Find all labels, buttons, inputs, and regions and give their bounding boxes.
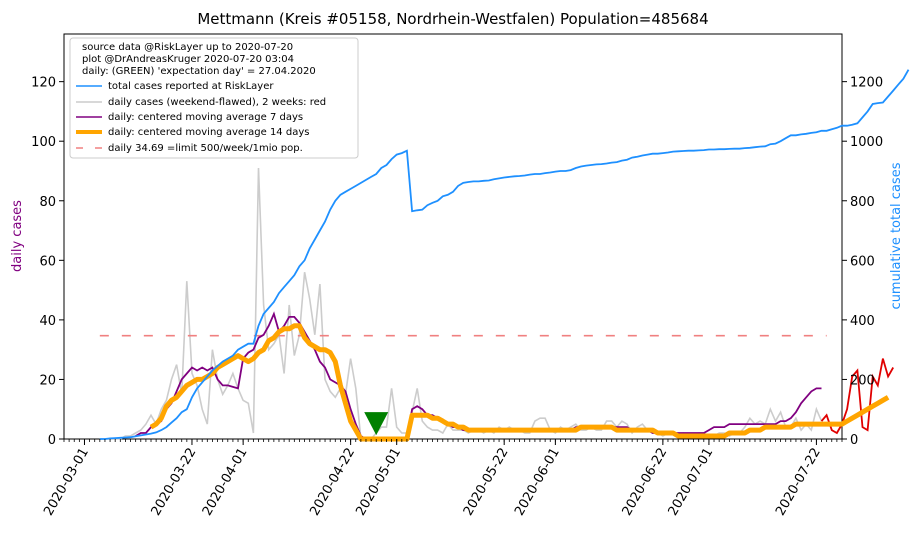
legend-header-line-3: daily: (GREEN) 'expectation day' = 27.04…: [82, 66, 316, 77]
series-ma14: [149, 323, 890, 442]
y-right-tick-label: 200: [850, 373, 875, 388]
legend-header-line-1: source data @RiskLayer up to 2020-07-20: [82, 42, 293, 53]
legend: source data @RiskLayer up to 2020-07-20 …: [69, 37, 359, 159]
legend-label-daily: daily cases (weekend-flawed), 2 weeks: r…: [108, 97, 326, 108]
y-right-tick-label: 1200: [850, 76, 883, 91]
legend-label-limit: daily 34.69 =limit 500/week/1mio pop.: [108, 143, 303, 154]
y-left-tick-label: 80: [39, 195, 56, 210]
series-daily-recent: [820, 358, 894, 435]
series-layer: [99, 69, 910, 442]
chart-title: Mettmann (Kreis #05158, Nordrhein-Westfa…: [197, 10, 708, 28]
legend-label-total: total cases reported at RiskLayer: [108, 81, 274, 92]
y-left-tick-label: 40: [39, 314, 56, 329]
y-axis-right-label: cumulative total cases: [889, 162, 904, 309]
y-right-tick-label: 0: [850, 433, 858, 448]
legend-label-ma7: daily: centered moving average 7 days: [108, 112, 303, 123]
series-total: [99, 69, 910, 440]
y-left-tick-label: 0: [48, 433, 56, 448]
y-right-tick-label: 400: [850, 314, 875, 329]
y-left-tick-label: 100: [31, 135, 56, 150]
y-axis-left-label: daily cases: [10, 200, 25, 272]
y-right-tick-label: 800: [850, 195, 875, 210]
y-left-tick-label: 120: [31, 76, 56, 91]
legend-label-ma14: daily: centered moving average 14 days: [108, 127, 309, 138]
expectation-day-marker: [364, 412, 389, 436]
y-left-tick-label: 60: [39, 254, 56, 269]
legend-box: [69, 37, 359, 159]
legend-header-line-2: plot @DrAndreasKruger 2020-07-20 03:04: [82, 54, 294, 65]
y-right-tick-label: 600: [850, 254, 875, 269]
y-right-tick-label: 1000: [850, 135, 883, 150]
y-left-tick-label: 20: [39, 373, 56, 388]
